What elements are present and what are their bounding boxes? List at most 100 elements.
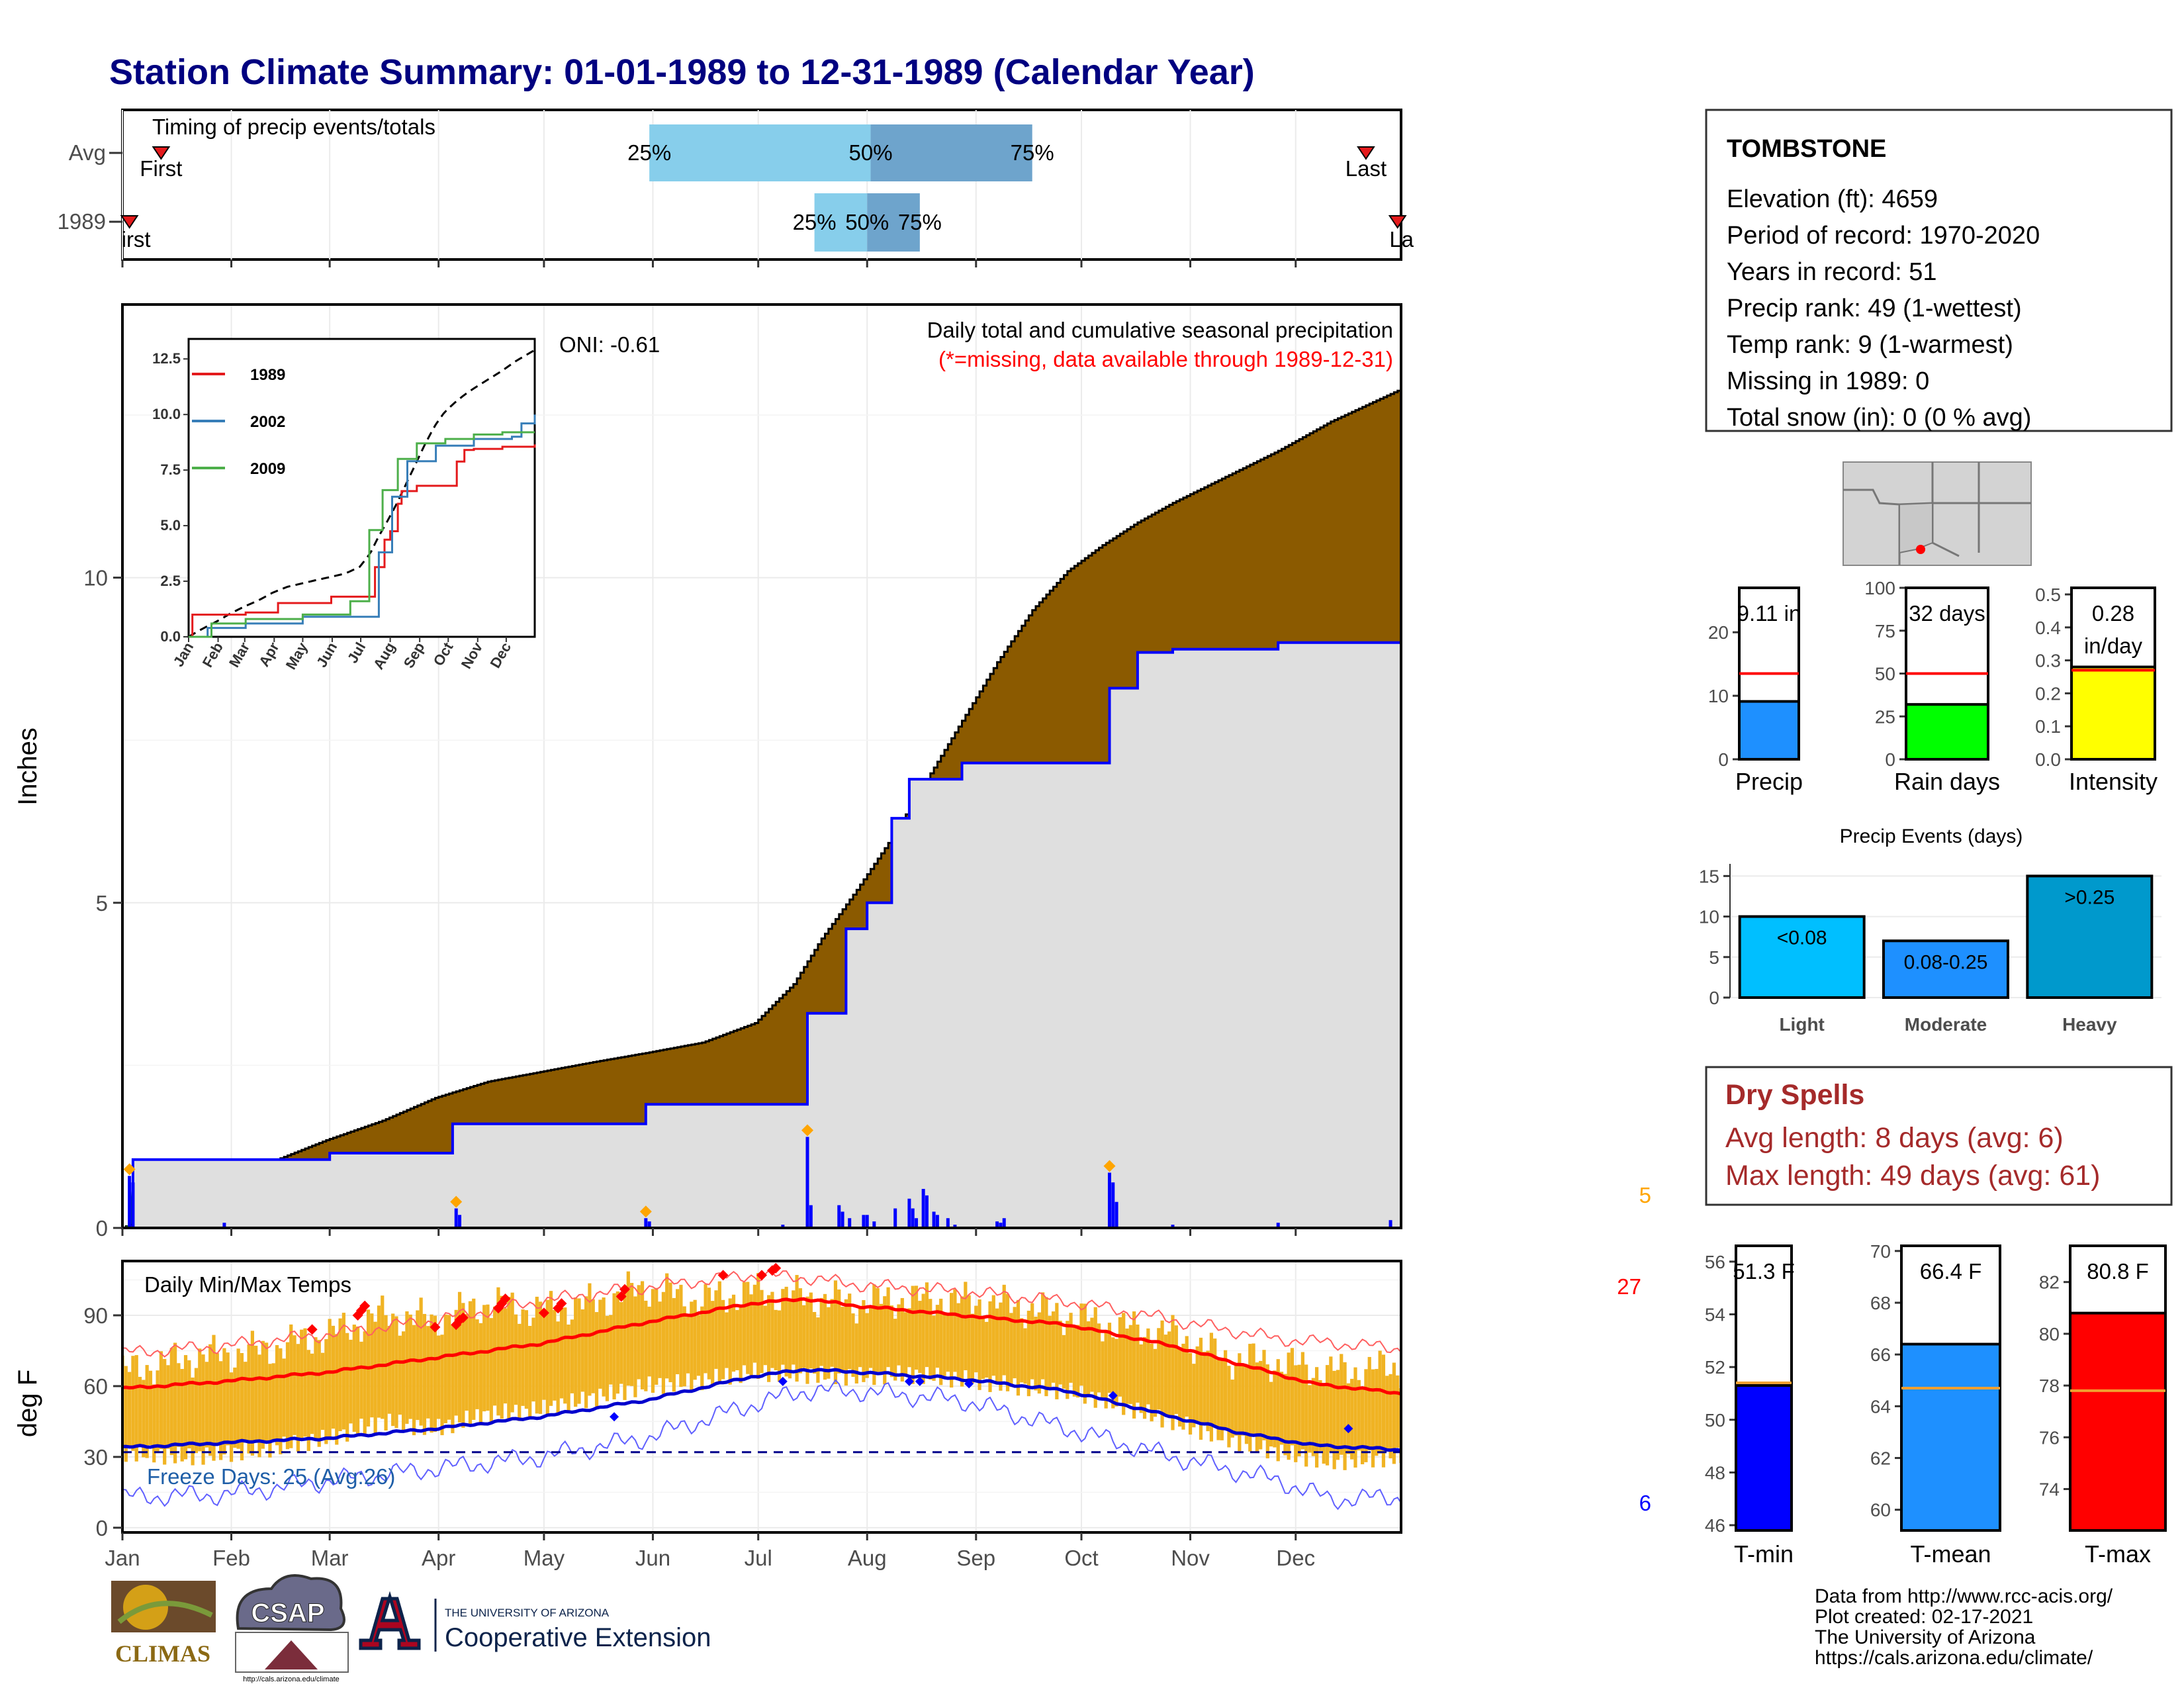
record-high-marker xyxy=(770,1262,782,1274)
year-last-marker xyxy=(1388,215,1407,229)
daily-temp-bar xyxy=(134,1355,138,1462)
daily-temp-bar xyxy=(236,1348,240,1449)
daily-temp-bar xyxy=(1294,1365,1298,1462)
daily-temp-bar xyxy=(282,1358,286,1437)
temp-bar-tick-label: 54 xyxy=(1705,1305,1725,1325)
daily-temp-bar xyxy=(760,1289,764,1374)
station-info-box: TOMBSTONE Elevation (ft): 4659 Period of… xyxy=(1705,109,2173,432)
daily-temp-bar xyxy=(1283,1374,1287,1456)
temp-bar-value-label: 51.3 F xyxy=(1733,1259,1795,1284)
daily-temp-bar xyxy=(883,1296,887,1385)
record-high-marker xyxy=(359,1300,371,1311)
daily-temp-bar xyxy=(619,1302,623,1384)
daily-temp-bar xyxy=(465,1314,469,1411)
daily-temp-bar xyxy=(212,1335,216,1461)
daily-temp-bar xyxy=(813,1311,817,1374)
daily-precip-bar xyxy=(131,1182,135,1228)
daily-temp-bar xyxy=(1385,1376,1389,1450)
daily-precip-bar xyxy=(862,1215,866,1228)
daily-temp-bar xyxy=(405,1311,409,1424)
dry-avg-length: Avg length: 8 days (avg: 6) xyxy=(1725,1122,2064,1154)
inset-series-line-2009 xyxy=(189,431,535,638)
record-high-marker xyxy=(717,1270,729,1281)
station-location-dot xyxy=(1916,545,1925,554)
daily-temp-bar xyxy=(1329,1356,1333,1453)
daily-temp-bar xyxy=(1111,1337,1115,1409)
daily-temp-bar xyxy=(1192,1364,1196,1428)
daily-temp-bar xyxy=(187,1360,191,1449)
temp-bar-tick-label: 80 xyxy=(2039,1324,2060,1344)
daily-temp-bar xyxy=(1203,1352,1206,1426)
year-p25-label: 25% xyxy=(793,210,837,234)
daily-precip-bar xyxy=(848,1218,852,1228)
daily-temp-bar xyxy=(1265,1364,1269,1459)
station-temp-rank: Temp rank: 9 (1-warmest) xyxy=(1727,331,2013,359)
daily-temp-bar xyxy=(408,1314,412,1419)
daily-temp-bar xyxy=(897,1304,901,1366)
mini-bar-precip: 0 10 20 9.11 in Precip xyxy=(1708,586,1803,795)
daily-temp-bar xyxy=(696,1315,701,1376)
temp-bar-name: T-mean xyxy=(1910,1540,1991,1568)
daily-temp-bar xyxy=(416,1310,420,1421)
daily-temp-bar xyxy=(363,1331,367,1434)
mini-bar-tick-label: 25 xyxy=(1875,706,1895,727)
daily-temp-bar xyxy=(1118,1317,1122,1397)
daily-temp-bar xyxy=(588,1283,592,1396)
inset-y-tick-label: 0.0 xyxy=(160,628,181,645)
daily-temp-bar xyxy=(496,1287,500,1416)
daily-temp-bar xyxy=(1364,1369,1368,1462)
daily-temp-bar xyxy=(1181,1343,1185,1430)
daily-temp-bar xyxy=(1262,1350,1266,1440)
daily-temp-bar xyxy=(402,1331,406,1432)
daily-temp-bar xyxy=(854,1323,858,1383)
footer-url: https://cals.arizona.edu/climate/ xyxy=(1815,1647,2093,1669)
daily-temp-bar xyxy=(879,1303,884,1372)
daily-temp-bar xyxy=(714,1290,718,1369)
daily-temp-bar xyxy=(1097,1323,1101,1393)
month-label: Nov xyxy=(1171,1546,1210,1570)
daily-temp-bar xyxy=(1251,1343,1255,1436)
daily-precip-bar xyxy=(222,1223,226,1228)
daily-temp-bar xyxy=(809,1292,813,1369)
daily-temp-bar xyxy=(594,1312,599,1407)
daily-temp-bar xyxy=(244,1362,248,1443)
station-elevation: Elevation (ft): 4659 xyxy=(1727,185,1938,213)
daily-temp-bar xyxy=(819,1297,823,1366)
avg-first-marker xyxy=(152,146,171,160)
daily-precip-bar xyxy=(647,1221,651,1228)
daily-temp-bar xyxy=(359,1341,363,1419)
daily-temp-bar xyxy=(254,1345,258,1441)
inset-x-tick-label: Jun xyxy=(313,639,340,670)
daily-temp-bar xyxy=(953,1289,957,1372)
daily-temp-bar xyxy=(1273,1370,1277,1448)
record-precip-marker xyxy=(801,1124,813,1137)
daily-temp-bar xyxy=(1013,1307,1017,1379)
record-high-marker xyxy=(306,1324,318,1335)
daily-temp-bar xyxy=(633,1296,637,1397)
temp-bar-tick-label: 48 xyxy=(1705,1462,1725,1483)
station-precip-rank: Precip rank: 49 (1-wettest) xyxy=(1727,295,2022,322)
ua-logo: THE UNIVERSITY OF ARIZONA Cooperative Ex… xyxy=(359,1591,711,1652)
events-bar-label: <0.08 xyxy=(1777,927,1827,949)
footer-university: The University of Arizona xyxy=(1815,1626,2036,1648)
daily-temp-bar xyxy=(1090,1317,1094,1392)
daily-temp-bar xyxy=(655,1288,659,1385)
mini-bar-name: Intensity xyxy=(2069,768,2158,795)
daily-temp-bar xyxy=(545,1299,549,1417)
cold-record-count: 6 xyxy=(1639,1491,1651,1515)
temperature-panel: 0 30 60 90 Jan Feb Mar Apr May Jun Jul Aug Sep Oct No… xyxy=(13,1260,1651,1570)
daily-temp-bar xyxy=(609,1315,613,1385)
temp-y-label: deg F xyxy=(13,1370,42,1437)
csap-logo-url: http://cals.arizona.edu/climate xyxy=(243,1675,340,1683)
daily-temp-bar xyxy=(974,1305,978,1373)
daily-temp-bar xyxy=(1381,1354,1386,1468)
daily-temp-bar xyxy=(229,1372,234,1462)
inset-legend-label: 1989 xyxy=(250,366,285,384)
daily-precip-bar xyxy=(915,1218,919,1228)
daily-temp-bar xyxy=(507,1297,511,1420)
station-years: Years in record: 51 xyxy=(1727,258,1937,286)
temp-bar-tick-label: 82 xyxy=(2039,1272,2060,1293)
daily-temp-bar xyxy=(665,1273,669,1379)
daily-temp-bar xyxy=(398,1335,402,1415)
daily-temp-bar xyxy=(391,1313,395,1427)
